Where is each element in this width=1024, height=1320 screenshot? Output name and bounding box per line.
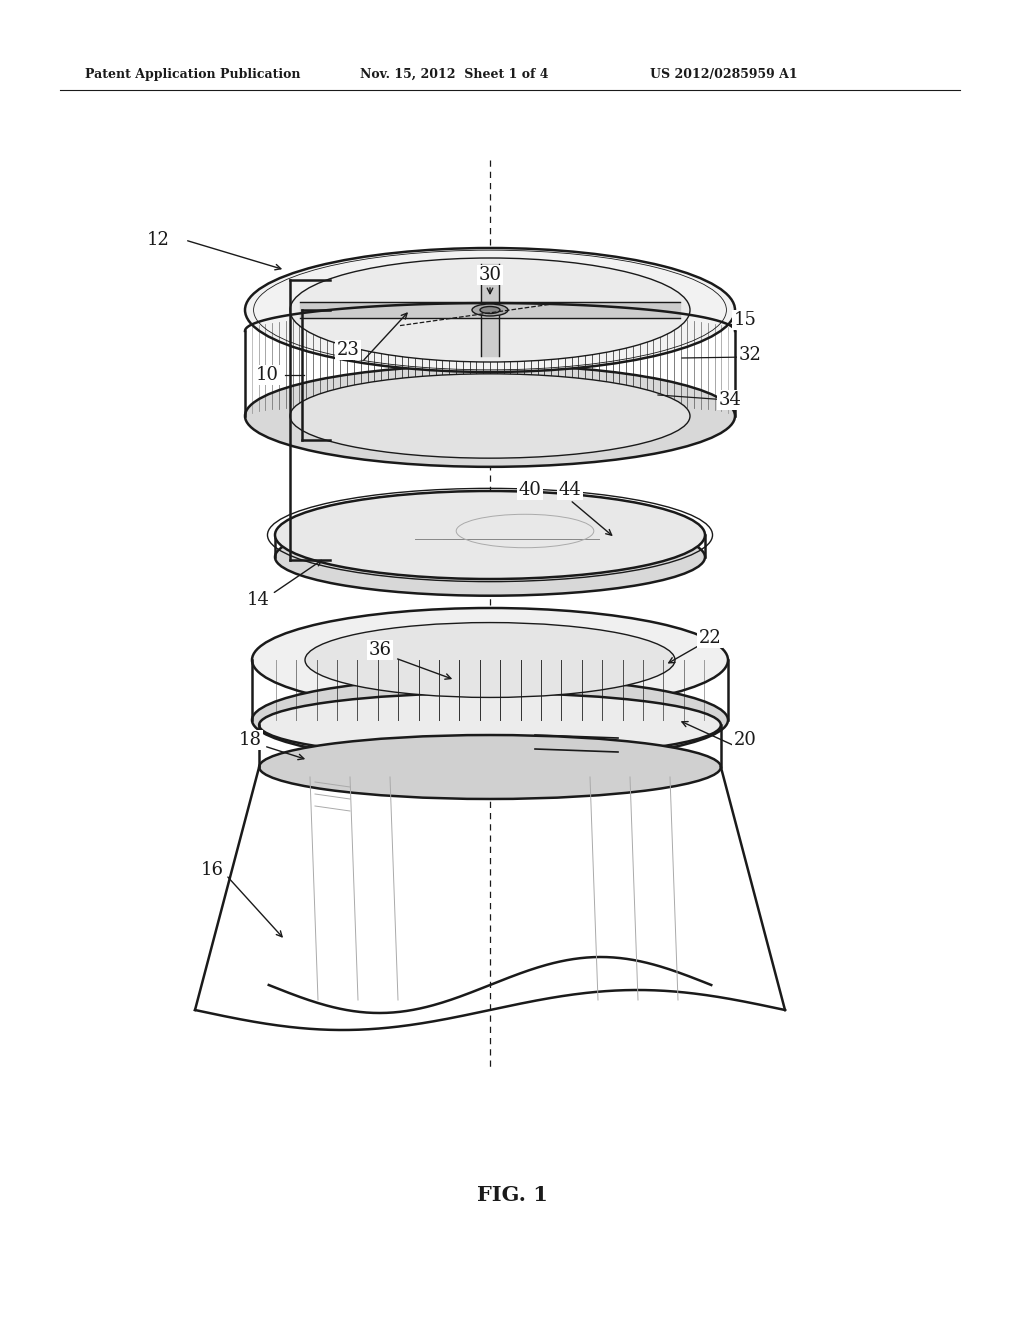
Text: Nov. 15, 2012  Sheet 1 of 4: Nov. 15, 2012 Sheet 1 of 4 <box>360 69 549 81</box>
Text: FIG. 1: FIG. 1 <box>476 1185 548 1205</box>
Text: 20: 20 <box>733 731 757 748</box>
Text: 23: 23 <box>337 341 359 359</box>
Ellipse shape <box>259 693 721 756</box>
Text: Patent Application Publication: Patent Application Publication <box>85 69 300 81</box>
Text: 34: 34 <box>719 391 741 409</box>
Text: 40: 40 <box>518 480 542 499</box>
Ellipse shape <box>275 519 705 595</box>
Ellipse shape <box>252 677 728 763</box>
Text: 22: 22 <box>698 630 721 647</box>
Ellipse shape <box>290 257 690 362</box>
Text: 32: 32 <box>738 346 762 364</box>
Text: 30: 30 <box>478 267 502 284</box>
Ellipse shape <box>480 306 500 314</box>
Text: 15: 15 <box>733 312 757 329</box>
Text: 16: 16 <box>201 861 223 879</box>
Ellipse shape <box>305 623 675 697</box>
Text: 44: 44 <box>559 480 582 499</box>
Text: 36: 36 <box>369 642 391 659</box>
Ellipse shape <box>275 491 705 579</box>
Ellipse shape <box>472 304 508 315</box>
Ellipse shape <box>245 248 735 372</box>
Ellipse shape <box>252 609 728 711</box>
Text: 10: 10 <box>256 366 279 384</box>
Ellipse shape <box>245 366 735 467</box>
Text: US 2012/0285959 A1: US 2012/0285959 A1 <box>650 69 798 81</box>
Text: 18: 18 <box>239 731 261 748</box>
Text: 14: 14 <box>247 591 269 609</box>
Ellipse shape <box>259 735 721 799</box>
Ellipse shape <box>290 374 690 458</box>
Text: 12: 12 <box>146 231 169 249</box>
